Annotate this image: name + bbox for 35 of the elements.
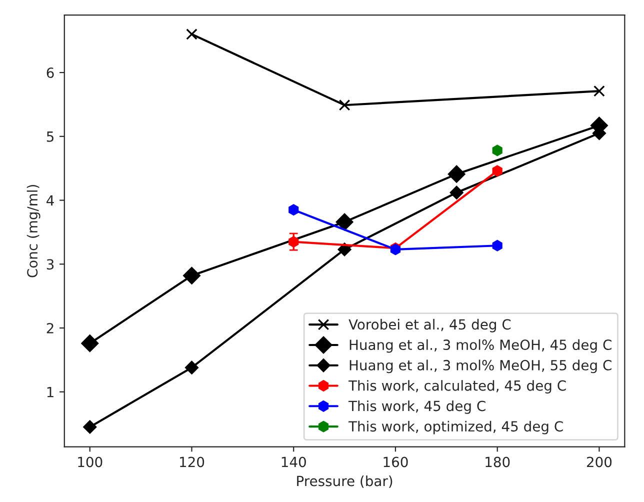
y-tick-label: 5 xyxy=(46,132,54,142)
point xyxy=(338,99,350,111)
legend-label: This work, optimized, 45 deg C xyxy=(348,420,563,434)
x-tick-label: 120 xyxy=(180,456,204,468)
legend-label: Huang et al., 3 mol% MeOH, 45 deg C xyxy=(350,339,612,353)
y-axis-title: Conc (mg/ml) xyxy=(26,184,40,278)
point xyxy=(450,186,464,200)
legend-label: This work, calculated, 45 deg C xyxy=(348,380,566,394)
x-tick-label: 180 xyxy=(486,456,510,468)
x-tick-label: 140 xyxy=(282,456,306,468)
point xyxy=(81,334,99,352)
point xyxy=(492,240,502,252)
point xyxy=(492,144,502,156)
x-tick-label: 200 xyxy=(586,456,612,468)
y-tick-label: 6 xyxy=(46,68,54,78)
point xyxy=(185,360,198,374)
point xyxy=(183,266,200,284)
point xyxy=(336,213,354,231)
point xyxy=(338,242,352,256)
point xyxy=(594,85,605,97)
point xyxy=(448,165,466,183)
y-tick-label: 1 xyxy=(47,387,54,398)
y-tick-label: 3 xyxy=(46,259,54,270)
point xyxy=(83,420,97,434)
y-tick-label: 4 xyxy=(46,195,54,206)
y-tick-label: 2 xyxy=(46,322,54,334)
x-tick-label: 160 xyxy=(384,456,408,468)
legend-label: Huang et al., 3 mol% MeOH, 55 deg C xyxy=(350,360,612,374)
x-axis-title: Pressure (bar) xyxy=(297,476,392,488)
legend-label: Vorobei et al., 45 deg C xyxy=(348,318,511,332)
x-tick-label: 100 xyxy=(78,456,102,468)
point xyxy=(492,165,502,177)
point xyxy=(288,204,299,216)
legend-label: This work, 45 deg C xyxy=(348,400,486,414)
point xyxy=(186,28,198,40)
